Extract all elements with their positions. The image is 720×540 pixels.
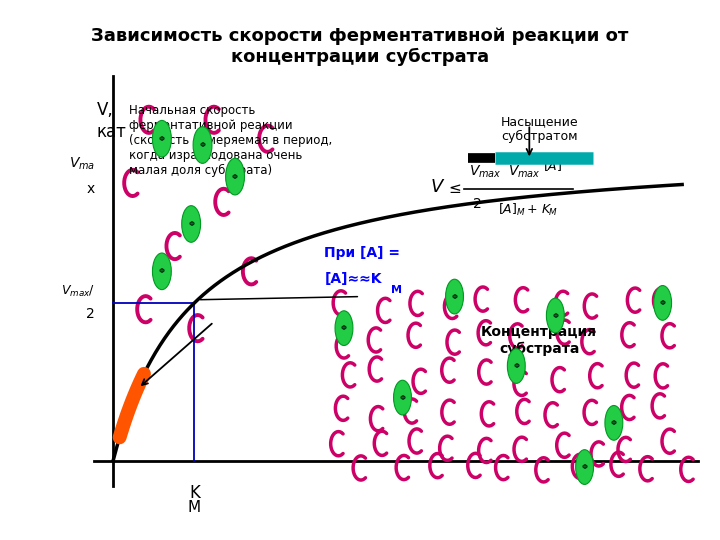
Text: x: x [87, 182, 95, 196]
Text: [А]≈≈K: [А]≈≈K [325, 272, 382, 286]
Text: 2: 2 [86, 307, 95, 321]
Text: $\mathit{V}$: $\mathit{V}$ [430, 178, 446, 195]
Text: V,: V, [97, 101, 114, 119]
Text: $V_{max}/$: $V_{max}/$ [61, 284, 95, 299]
Text: Насыщение
субстратом: Насыщение субстратом [500, 115, 578, 143]
Text: Φ: Φ [611, 420, 617, 426]
Text: K: K [189, 484, 200, 502]
Text: Φ: Φ [341, 325, 347, 331]
Text: $[A]_{M}+\,K_{\!M}$: $[A]_{M}+\,K_{\!M}$ [498, 201, 558, 218]
Circle shape [654, 286, 672, 320]
Text: $2$: $2$ [472, 197, 481, 211]
Circle shape [225, 158, 245, 195]
Text: Φ: Φ [552, 313, 558, 319]
Text: Φ: Φ [660, 300, 665, 306]
Text: Начальная скорость
ферментативной реакции
(скорость измеряемая в период,
когда и: Начальная скорость ферментативной реакци… [130, 104, 333, 177]
Circle shape [181, 206, 201, 242]
Text: Зависимость скорости ферментативной реакции от
концентрации субстрата: Зависимость скорости ферментативной реак… [91, 27, 629, 66]
Circle shape [193, 127, 212, 164]
Text: Φ: Φ [199, 142, 205, 148]
Text: M: M [188, 500, 201, 515]
Circle shape [546, 298, 564, 333]
Circle shape [446, 279, 464, 314]
Circle shape [605, 406, 623, 440]
Circle shape [508, 349, 526, 383]
Circle shape [153, 120, 171, 157]
Text: $V_{ma}$: $V_{ma}$ [69, 156, 95, 172]
Text: кат: кат [97, 123, 127, 141]
Text: Φ: Φ [188, 221, 194, 227]
Circle shape [153, 253, 171, 289]
Text: $[A]$: $[A]$ [543, 159, 562, 173]
Circle shape [394, 380, 411, 415]
Text: $\leq$: $\leq$ [446, 180, 462, 195]
Text: М: М [391, 285, 402, 295]
Circle shape [576, 450, 593, 484]
Text: Φ: Φ [582, 464, 588, 470]
Text: Φ: Φ [513, 363, 519, 369]
Text: Φ: Φ [159, 136, 165, 141]
Text: $V_{max}$: $V_{max}$ [469, 164, 502, 180]
Text: При [А] =: При [А] = [325, 246, 400, 260]
Text: Φ: Φ [232, 174, 238, 180]
Text: Концентрация
субстрата: Концентрация субстрата [481, 326, 597, 356]
Text: Φ: Φ [400, 395, 405, 401]
Text: $V_{max}$: $V_{max}$ [508, 164, 541, 180]
Text: Φ: Φ [159, 268, 165, 274]
Text: Φ: Φ [451, 294, 457, 300]
Circle shape [335, 311, 353, 346]
